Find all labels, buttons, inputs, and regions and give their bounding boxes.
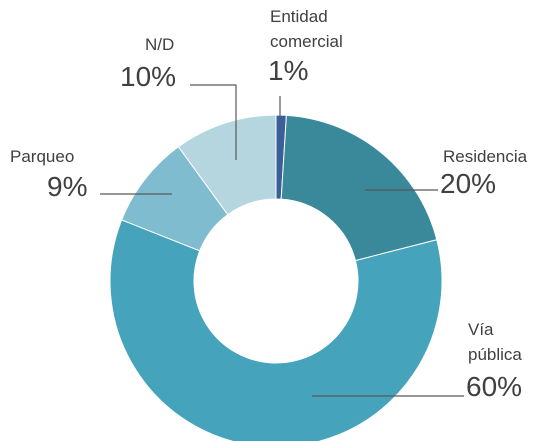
- donut-slice: [177, 114, 277, 216]
- slice-label: Residencia: [443, 147, 528, 166]
- donut-slice: [280, 114, 438, 262]
- slice-label: Parqueo: [10, 147, 74, 166]
- slice-percent: 9%: [47, 171, 87, 202]
- slice-label: N/D: [145, 35, 174, 54]
- leader-line: [190, 84, 237, 160]
- slice-label: Vía pública: [468, 320, 522, 364]
- slice-label: Entidad comercial: [270, 7, 343, 51]
- slice-percent: 60%: [466, 371, 522, 402]
- slice-percent: 1%: [268, 55, 308, 86]
- slice-percent: 20%: [440, 168, 496, 199]
- slice-percent: 10%: [120, 61, 176, 92]
- donut-slice: [109, 219, 443, 441]
